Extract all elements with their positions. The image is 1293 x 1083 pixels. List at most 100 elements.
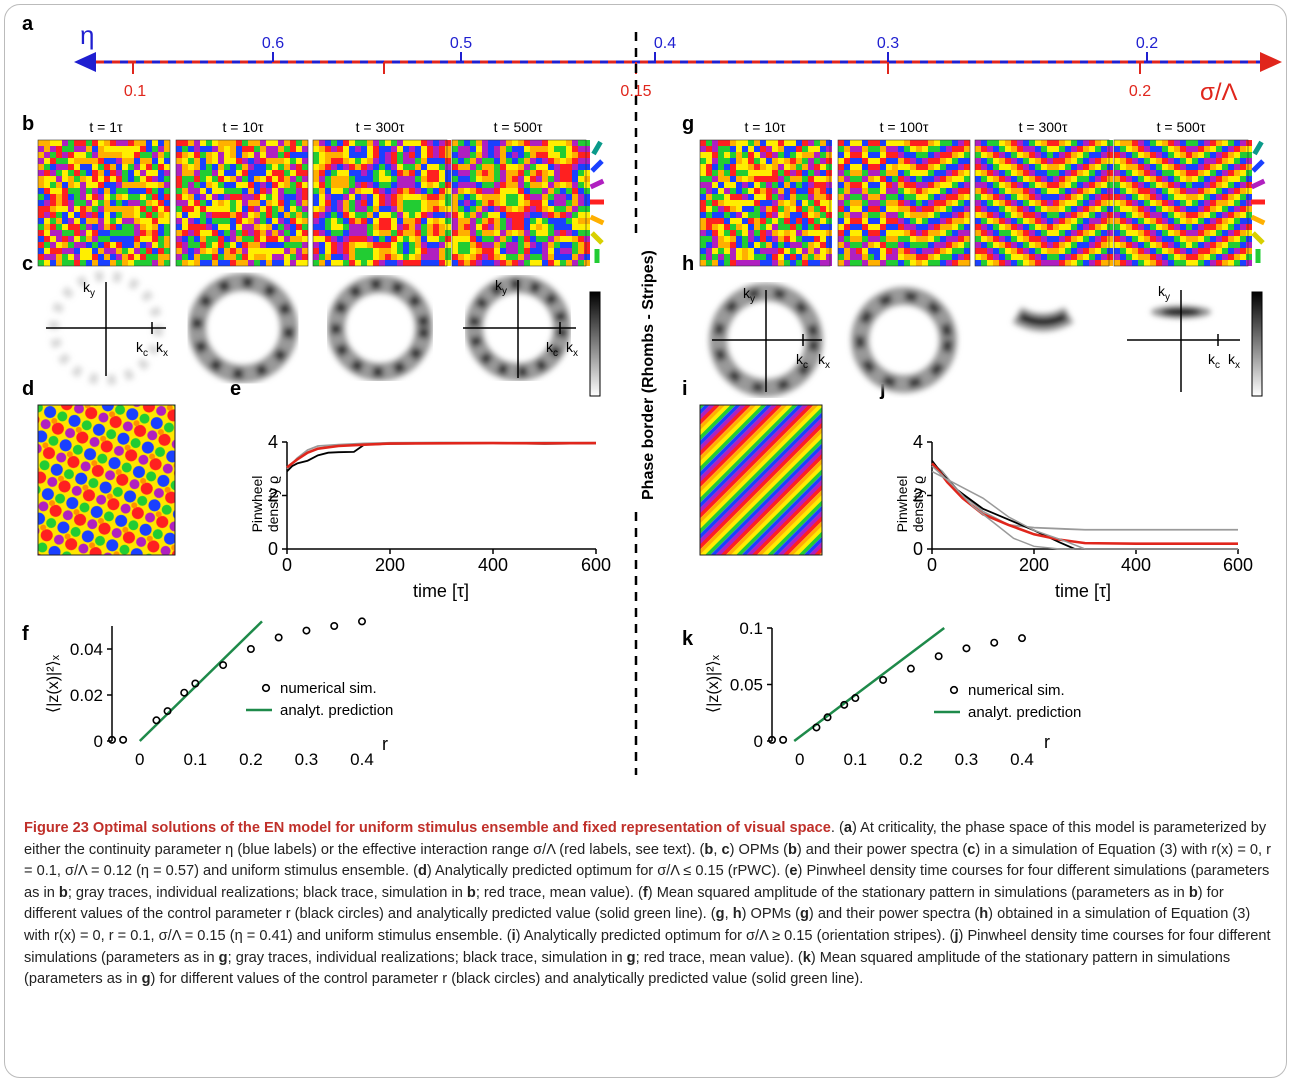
caption-panel-ref: b: [704, 841, 714, 858]
panel-letter-j: j: [879, 378, 886, 400]
series-line: [931, 462, 1238, 545]
opm-map: [837, 139, 971, 267]
series-line: [931, 470, 1238, 550]
orientation-key-bar-icon: [590, 231, 604, 245]
x-tick-label: 0.3: [295, 750, 319, 769]
orientation-key-bar-icon: [589, 214, 605, 226]
orientation-key-bar-icon: [1252, 140, 1264, 156]
caption-text: ; gray traces, individual realizations; …: [227, 949, 627, 966]
caption-panel-ref: g: [218, 949, 228, 966]
legend-analytic: analyt. prediction: [968, 704, 1081, 721]
caption-panel-ref: b: [1188, 884, 1198, 901]
opm-map: [312, 139, 451, 267]
y-tick-label: 2: [913, 486, 923, 506]
x-tick-label: 400: [478, 555, 508, 575]
caption-text: ) Analytically predicted optimum for σ/Λ…: [426, 863, 790, 880]
y-tick-label: 0.05: [730, 676, 763, 695]
data-point: [990, 638, 999, 647]
spectrum-2: [188, 273, 298, 383]
y-tick-label: 4: [268, 432, 278, 452]
caption-panel-ref: k: [802, 949, 811, 966]
caption-text: ) OPMs (: [729, 841, 788, 858]
caption-text: ) Mean squared amplitude of the stationa…: [647, 884, 1189, 901]
figure-frame: [4, 4, 1287, 1078]
x-tick-label: 0: [135, 750, 144, 769]
orientation-key-bar-icon: [590, 199, 604, 205]
analytic-prediction-line: [793, 627, 945, 742]
panel-k-legend: numerical sim. analyt. prediction: [934, 682, 1081, 721]
orientation-key-bar-icon: [1251, 159, 1265, 173]
caption-panel-ref: a: [843, 820, 852, 836]
y-tick-label: 0.1: [739, 619, 763, 638]
caption-text: ; gray traces, individual realizations; …: [67, 884, 467, 901]
caption-body: . (a) At criticality, the phase space of…: [24, 820, 1271, 987]
data-point: [180, 688, 189, 697]
data-point: [906, 664, 915, 673]
opm-map: [451, 139, 590, 267]
svg-text:kc: kc: [1208, 351, 1220, 371]
caption-text: ; red trace, mean value). (: [475, 884, 643, 901]
svg-text:ky: ky: [1158, 283, 1170, 303]
caption-panel-ref: h: [732, 906, 742, 923]
data-point: [274, 633, 283, 642]
panel-letter-d: d: [22, 378, 34, 400]
panel-f-legend: numerical sim. analyt. prediction: [246, 680, 393, 719]
y-tick-label: 0: [913, 539, 923, 559]
y-tick-label: 0: [754, 732, 763, 751]
panel-f-chart: 0 0.02 0.04 0 0.1 0.2 0.3 0.4: [70, 617, 374, 769]
panel-letter-c: c: [22, 253, 33, 275]
x-tick-label: 600: [581, 555, 611, 575]
x-tick-label: 0.1: [844, 750, 868, 769]
data-point: [851, 694, 860, 703]
caption-panel-ref: b: [466, 884, 476, 901]
opm-map: [974, 139, 1113, 267]
caption-panel-ref: e: [789, 863, 798, 880]
panel-letter-f: f: [22, 623, 29, 645]
data-point: [246, 644, 255, 653]
series-line: [931, 462, 1238, 531]
eta-arrowhead-icon: [74, 52, 96, 72]
orientation-key-bar-icon: [1250, 178, 1266, 190]
panel-g-time-label: t = 300τ: [1019, 119, 1068, 135]
caption-text: ,: [724, 906, 733, 923]
data-point: [119, 735, 128, 744]
data-point: [767, 735, 776, 744]
caption-text: ) in a simulation of Equation (3) with r…: [24, 841, 1271, 880]
caption-panel-ref: b: [58, 884, 68, 901]
colorbar-h: [1251, 291, 1263, 397]
caption-text: ) OPMs (: [741, 906, 800, 923]
eta-tick-label: 0.2: [1136, 35, 1158, 52]
panel-g-time-label: t = 500τ: [1157, 119, 1206, 135]
y-tick-label: 0.04: [70, 640, 103, 659]
sigma-lambda-symbol: σ/Λ: [1200, 79, 1238, 106]
panel-d-rpwc-map: [37, 404, 176, 556]
panel-j-chart: 0 2 4 0 200 400 600: [913, 432, 1253, 575]
opm-map: [37, 139, 171, 267]
caption-text: ) Pinwheel density time courses for four…: [24, 863, 1270, 901]
caption-panel-ref: g: [626, 949, 636, 966]
panel-letter-e: e: [230, 378, 241, 400]
sigma-tick-label: 0.1: [124, 83, 146, 100]
sigma-arrowhead-icon: [1260, 52, 1282, 72]
panel-i-stripes-map: [699, 404, 823, 556]
caption-text: ) At criticality, the phase space of thi…: [24, 820, 1267, 858]
panel-j-xlabel: time [τ]: [1055, 581, 1111, 601]
panel-letter-b: b: [22, 113, 34, 135]
orientation-key-bar-icon: [1251, 199, 1265, 205]
svg-text:kx: kx: [156, 339, 168, 359]
phase-border-label: Phase border (Rhombs - Stripes): [640, 250, 657, 500]
panel-b-time-label: t = 500τ: [494, 119, 543, 135]
eta-tick-label: 0.6: [262, 35, 284, 52]
series-line: [931, 460, 1238, 550]
data-point: [962, 644, 971, 653]
panel-letter-h: h: [682, 253, 694, 275]
sigma-tick-label: 0.15: [620, 83, 651, 100]
panel-g-opm-maps: [699, 139, 1252, 267]
data-point: [840, 700, 849, 709]
caption-text: . (: [830, 820, 844, 836]
panel-c-spectra: [46, 271, 576, 385]
panel-letter-a: a: [22, 13, 34, 35]
panel-j-ylabel-2: density ϱ: [910, 476, 926, 532]
caption-text: ) for different values of the control pa…: [24, 884, 1224, 923]
